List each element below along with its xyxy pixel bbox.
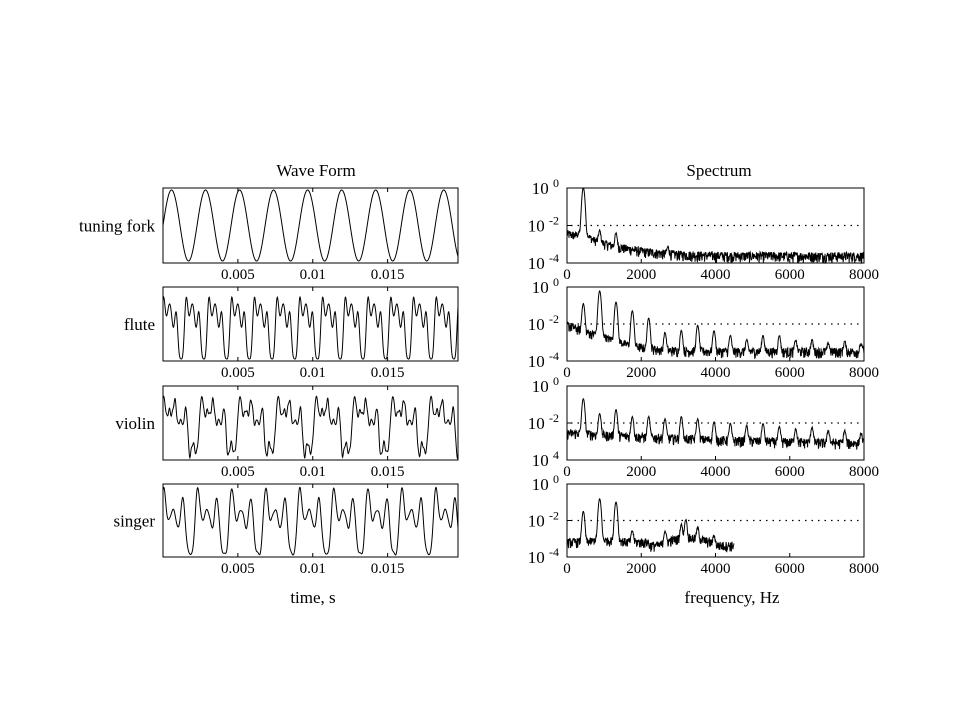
x-tick-label: 0.01 (300, 365, 326, 381)
x-tick-label: 4000 (701, 365, 731, 381)
spectrum-line (566, 188, 865, 265)
waveform-line (162, 395, 459, 460)
y-tick-label: 10 -2 (528, 509, 559, 531)
spectrum-line (566, 398, 865, 450)
x-tick-label: 0.005 (221, 561, 255, 577)
waveform-line (162, 189, 459, 262)
y-tick-label: 10 -4 (528, 545, 559, 567)
x-tick-label: 0 (563, 561, 571, 577)
wave-xlabel: time, s (290, 588, 335, 607)
spectrum-line (566, 497, 735, 553)
x-tick-label: 6000 (775, 267, 805, 283)
x-tick-label: 4000 (701, 561, 731, 577)
x-tick-label: 4000 (701, 464, 731, 480)
wave-row-1: flute 0.005 0.01 0.015 (124, 286, 459, 381)
spectrum-row-3: 10 0 10 -2 10 -40 2000 4000 6000 8000 (528, 472, 879, 577)
y-tick-label: 10 0 (532, 176, 559, 198)
row-label: tuning fork (79, 217, 156, 236)
y-tick-label: 10 4 (532, 448, 559, 470)
row-label: flute (124, 315, 155, 334)
x-tick-label: 4000 (701, 267, 731, 283)
x-tick-label: 2000 (626, 365, 656, 381)
x-tick-label: 0 (563, 267, 571, 283)
wave-row-0: tuning fork 0.005 0.01 0.015 (79, 187, 459, 283)
wave-frame (162, 286, 459, 362)
x-tick-label: 6000 (775, 561, 805, 577)
waveform-line (162, 295, 459, 360)
x-tick-label: 0 (563, 365, 571, 381)
x-tick-label: 0.01 (300, 267, 326, 283)
y-tick-label: 10 0 (532, 275, 559, 297)
wave-frame (162, 483, 459, 558)
wave-row-3: singer 0.005 0.01 0.015 (113, 483, 459, 577)
row-label: violin (115, 414, 155, 433)
x-tick-label: 2000 (626, 561, 656, 577)
x-tick-label: 0.01 (300, 561, 326, 577)
x-tick-label: 0 (563, 464, 571, 480)
y-tick-label: 10 -4 (528, 349, 559, 371)
y-tick-label: 10 -4 (528, 251, 559, 273)
x-tick-label: 6000 (775, 365, 805, 381)
y-tick-label: 10 0 (532, 472, 559, 494)
wave-frame (162, 385, 459, 461)
spectrum-row-2: 10 0 10 -2 10 40 2000 4000 6000 8000 (528, 374, 879, 480)
x-tick-label: 0.01 (300, 464, 326, 480)
x-tick-label: 0.005 (221, 267, 255, 283)
y-tick-label: 10 -2 (528, 214, 559, 236)
wave-title: Wave Form (276, 161, 355, 180)
spectrum-title: Spectrum (686, 161, 751, 180)
spectrum-line (566, 289, 865, 360)
x-tick-label: 0.015 (371, 365, 405, 381)
y-tick-label: 10 -2 (528, 312, 559, 334)
spectrum-row-0: 10 0 10 -2 10 -40 2000 4000 6000 8000 (528, 176, 879, 283)
x-tick-label: 0.015 (371, 464, 405, 480)
x-tick-label: 0.015 (371, 267, 405, 283)
x-tick-label: 6000 (775, 464, 805, 480)
x-tick-label: 8000 (849, 267, 879, 283)
x-tick-label: 2000 (626, 267, 656, 283)
x-tick-label: 8000 (849, 365, 879, 381)
row-label: singer (113, 512, 155, 531)
x-tick-label: 2000 (626, 464, 656, 480)
spectrum-xlabel: frequency, Hz (684, 588, 780, 607)
x-tick-label: 8000 (849, 561, 879, 577)
x-tick-label: 0.015 (371, 561, 405, 577)
x-tick-label: 0.005 (221, 365, 255, 381)
x-tick-label: 8000 (849, 464, 879, 480)
y-tick-label: 10 -2 (528, 411, 559, 433)
y-tick-label: 10 0 (532, 374, 559, 396)
wave-row-2: violin 0.005 0.01 0.015 (115, 385, 459, 480)
x-tick-label: 0.005 (221, 464, 255, 480)
spectrum-row-1: 10 0 10 -2 10 -40 2000 4000 6000 8000 (528, 275, 879, 381)
waveform-line (162, 486, 459, 556)
